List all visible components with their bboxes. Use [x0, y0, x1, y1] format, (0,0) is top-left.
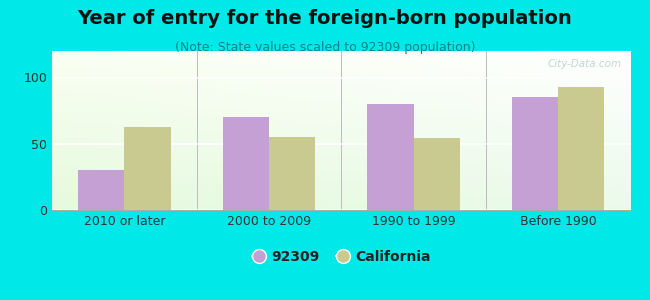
Bar	[512, 98, 558, 210]
Text: (Note: State values scaled to 92309 population): (Note: State values scaled to 92309 popu…	[175, 40, 475, 53]
Text: Year of entry for the foreign-born population: Year of entry for the foreign-born popul…	[77, 9, 573, 28]
Bar	[367, 104, 413, 210]
Bar	[558, 87, 605, 210]
Bar	[124, 127, 170, 210]
Bar	[78, 170, 124, 210]
Bar	[269, 137, 315, 210]
Legend: 92309, California: 92309, California	[246, 245, 436, 270]
Text: City-Data.com: City-Data.com	[548, 59, 622, 69]
Bar	[413, 139, 460, 210]
Bar	[223, 117, 269, 210]
